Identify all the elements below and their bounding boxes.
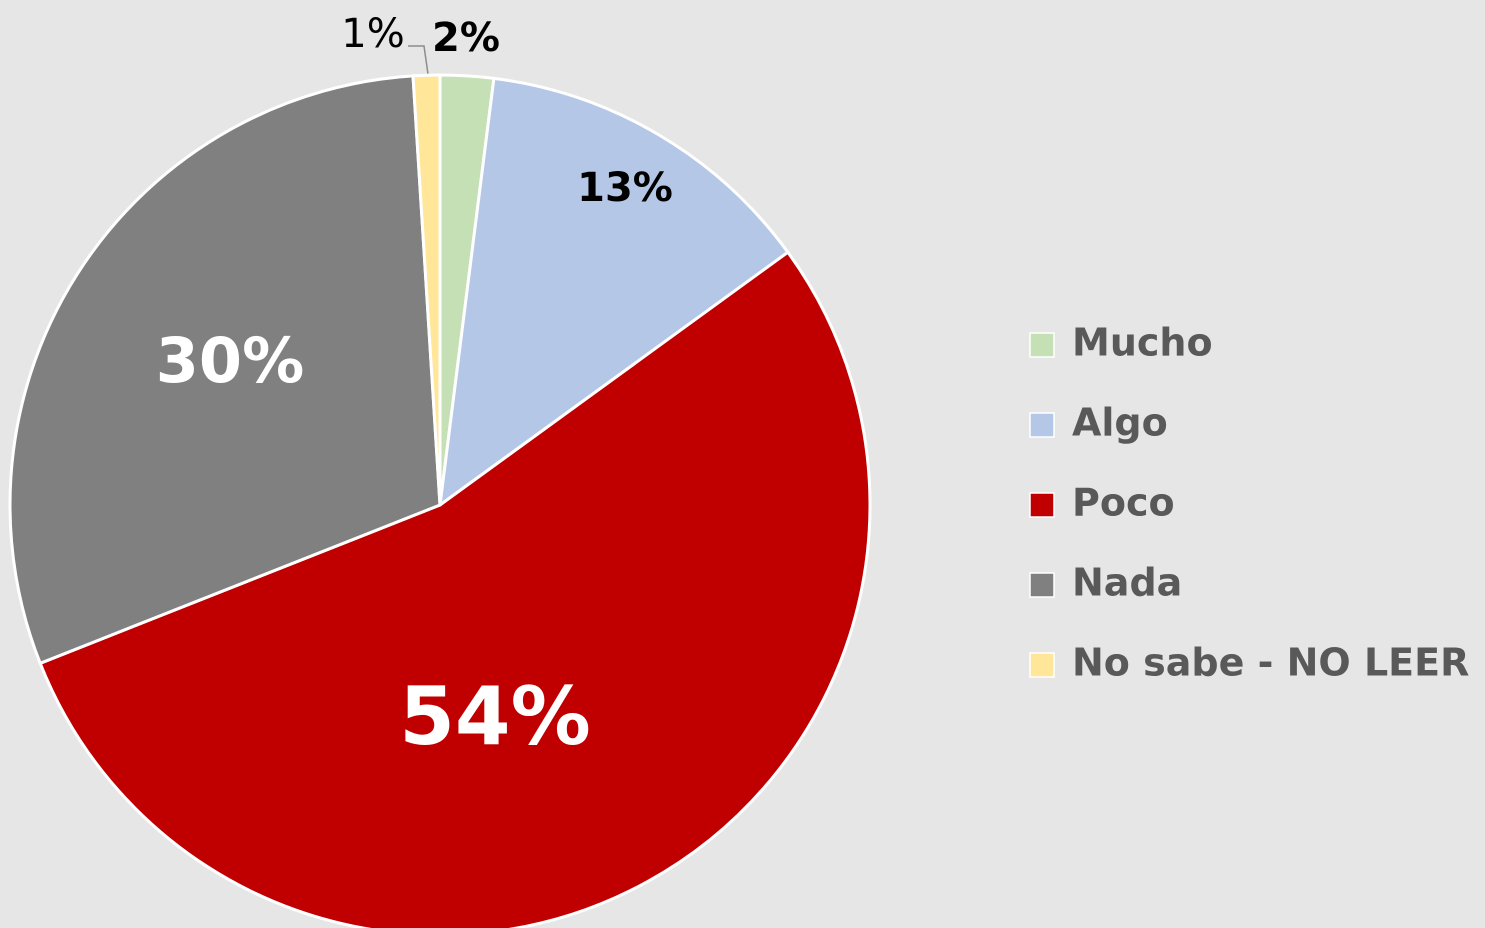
legend-swatch: [1029, 412, 1055, 438]
legend-label: Poco: [1072, 481, 1175, 525]
legend-swatch: [1029, 572, 1055, 598]
legend-swatch: [1029, 332, 1055, 358]
data-label: 1%: [341, 11, 404, 57]
leader-line: [408, 45, 429, 75]
pie-slice: [38, 250, 872, 928]
legend-swatch: [1029, 652, 1055, 678]
legend-label: Nada: [1072, 561, 1182, 605]
legend-label: Mucho: [1072, 321, 1213, 365]
data-label: 30%: [156, 324, 304, 397]
legend-label: No sabe - NO LEER: [1072, 641, 1469, 685]
legend-swatch: [1029, 492, 1055, 518]
data-label: 54%: [399, 670, 590, 763]
pie-slice: [438, 76, 790, 509]
data-label: 13%: [577, 165, 673, 211]
pie-slice: [8, 74, 442, 666]
pie-slice: [411, 73, 442, 506]
legend-label: Algo: [1072, 401, 1168, 445]
data-label: 2%: [432, 15, 500, 61]
